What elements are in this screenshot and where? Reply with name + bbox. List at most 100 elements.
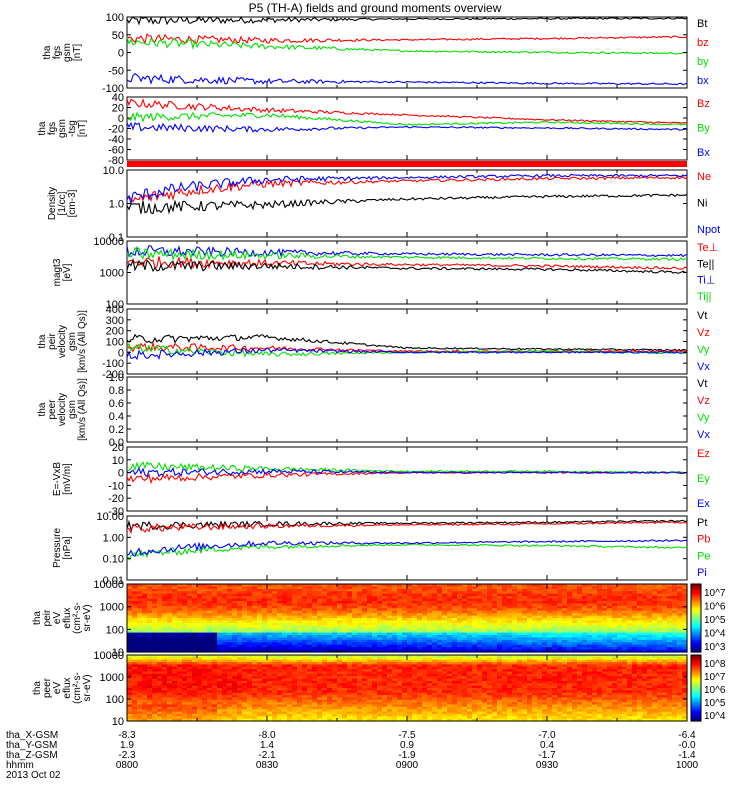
spectrogram-cell	[292, 625, 298, 629]
spectrogram-cell	[242, 706, 248, 710]
spectrogram-cell	[442, 591, 448, 595]
spectrogram-cell	[557, 618, 563, 622]
spectrogram-cell	[357, 596, 363, 600]
spectrogram-cell	[442, 642, 448, 646]
spectrogram-cell	[162, 610, 168, 614]
spectrogram-cell	[597, 637, 603, 641]
spectrogram-cell	[152, 610, 158, 614]
spectrogram-cell	[672, 610, 678, 614]
spectrogram-cell	[147, 680, 153, 684]
spectrogram-cell	[127, 704, 133, 708]
spectrogram-cell	[157, 669, 163, 673]
spectrogram-cell	[662, 608, 668, 612]
spectrogram-cell	[472, 632, 478, 636]
spectrogram-cell	[312, 716, 318, 720]
spectrogram-cell	[572, 584, 578, 588]
y-axis-label-line: Density	[47, 187, 58, 220]
spectrogram-cell	[342, 657, 348, 661]
spectrogram-cell	[297, 711, 303, 715]
spectrogram-cell	[627, 610, 633, 614]
spectrogram-cell	[152, 637, 158, 641]
spectrogram-cell	[302, 690, 308, 694]
spectrogram-cell	[307, 683, 313, 687]
spectrogram-cell	[317, 639, 323, 643]
y-tick-label: 10.00	[96, 511, 124, 523]
spectrogram-cell	[347, 644, 353, 648]
spectrogram-cell	[377, 596, 383, 600]
spectrogram-cell	[192, 603, 198, 607]
spectrogram-cell	[292, 718, 298, 722]
spectrogram-cell	[362, 625, 368, 629]
spectrogram-cell	[677, 605, 683, 609]
spectrogram-cell	[172, 704, 178, 708]
spectrogram-cell	[217, 657, 223, 661]
spectrogram-cell	[182, 678, 188, 682]
spectrogram-cell	[242, 632, 248, 636]
spectrogram-cell	[377, 644, 383, 648]
spectrogram-cell	[322, 704, 328, 708]
spectrogram-cell	[637, 603, 643, 607]
spectrogram-cell	[572, 620, 578, 624]
spectrogram-cell	[282, 649, 288, 653]
spectrogram-cell	[162, 608, 168, 612]
spectrogram-cell	[542, 596, 548, 600]
spectrogram-cell	[432, 605, 438, 609]
y-tick-label: 40	[112, 92, 124, 104]
spectrogram-cell	[252, 690, 258, 694]
spectrogram-cell	[347, 685, 353, 689]
y-axis-label: tha peer velocity gsm [km/s (All Qs)]	[37, 378, 88, 441]
spectrogram-cell	[132, 625, 138, 629]
spectrogram-cell	[327, 699, 333, 703]
spectrogram-cell	[177, 630, 183, 634]
spectrogram-cell	[192, 598, 198, 602]
spectrogram-cell	[352, 601, 358, 605]
spectrogram-cell	[527, 596, 533, 600]
spectrogram-cell	[597, 632, 603, 636]
spectrogram-cell	[507, 605, 513, 609]
spectrogram-cell	[467, 627, 473, 631]
spectrogram-cell	[217, 673, 223, 677]
spectrogram-cell	[127, 671, 133, 675]
spectrogram-cell	[597, 605, 603, 609]
spectrogram-cell	[677, 620, 683, 624]
spectrogram-cell	[552, 632, 558, 636]
spectrogram-cell	[392, 642, 398, 646]
spectrogram-cell	[397, 598, 403, 602]
spectrogram-cell	[352, 673, 358, 677]
spectrogram-cell	[382, 622, 388, 626]
spectrogram-cell	[267, 676, 273, 680]
spectrogram-cell	[262, 671, 268, 675]
spectrogram-cell	[157, 593, 163, 597]
spectrogram-cell	[647, 608, 653, 612]
spectrogram-cell	[582, 630, 588, 634]
spectrogram-cell	[287, 639, 293, 643]
spectrogram-cell	[167, 683, 173, 687]
spectrogram-cell	[532, 586, 538, 590]
spectrogram-cell	[127, 642, 133, 646]
spectrogram-cell	[457, 644, 463, 648]
spectrogram-cell	[532, 620, 538, 624]
spectrogram-cell	[142, 603, 148, 607]
spectrogram-cell	[632, 584, 638, 588]
spectrogram-cell	[297, 713, 303, 717]
spectrogram-cell	[167, 664, 173, 668]
series-line	[126, 347, 688, 361]
spectrogram-cell	[662, 632, 668, 636]
spectrogram-cell	[267, 706, 273, 710]
spectrogram-cell	[187, 706, 193, 710]
spectrogram-cell	[497, 635, 503, 639]
spectrogram-cell	[307, 610, 313, 614]
spectrogram-cell	[132, 704, 138, 708]
spectrogram-cell	[132, 671, 138, 675]
spectrogram-cell	[472, 591, 478, 595]
spectrogram-cell	[557, 622, 563, 626]
spectrogram-cell	[417, 644, 423, 648]
spectrogram-cell	[317, 649, 323, 653]
spectrogram-cell	[247, 586, 253, 590]
spectrogram-cell	[297, 603, 303, 607]
spectrogram-cell	[267, 647, 273, 651]
spectrogram-cell	[222, 669, 228, 673]
spectrogram-cell	[287, 671, 293, 675]
spectrogram-cell	[502, 584, 508, 588]
spectrogram-cell	[322, 615, 328, 619]
